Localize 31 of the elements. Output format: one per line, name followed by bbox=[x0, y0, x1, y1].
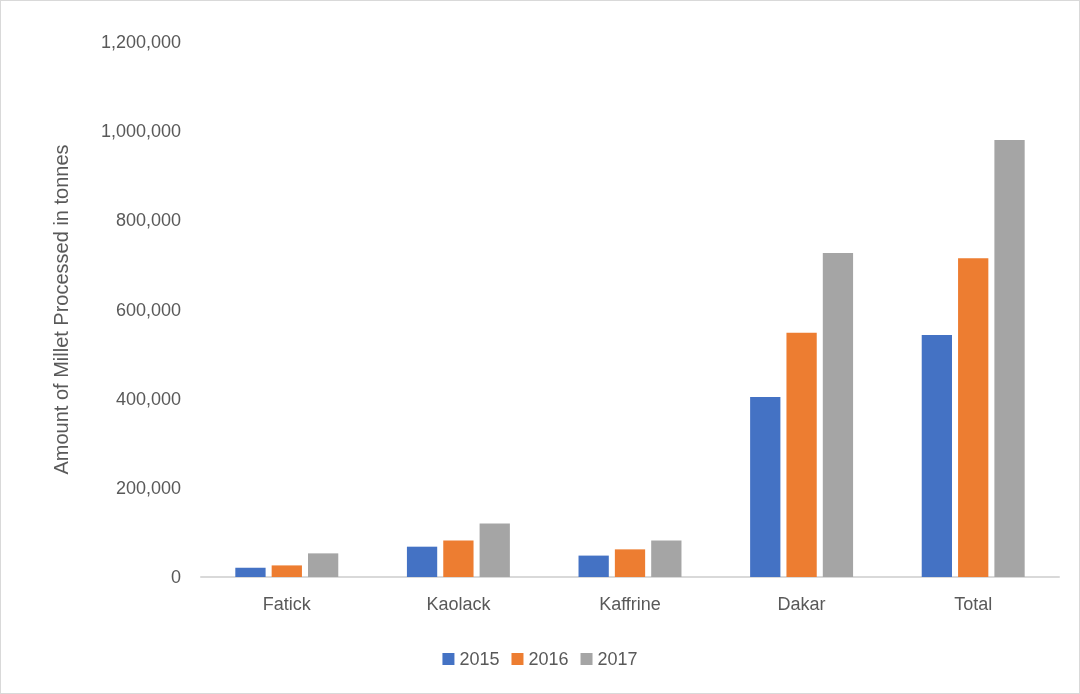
bar bbox=[479, 523, 510, 577]
y-tick-label: 0 bbox=[170, 567, 181, 587]
legend-label: 2017 bbox=[597, 649, 638, 669]
y-tick-label: 1,000,000 bbox=[100, 121, 181, 142]
y-tick-label: 600,000 bbox=[115, 299, 181, 320]
legend-label: 2016 bbox=[528, 649, 569, 669]
bar bbox=[921, 334, 952, 577]
y-tick-label: 400,000 bbox=[115, 388, 181, 409]
x-tick-label: Kaolack bbox=[426, 594, 492, 614]
bar bbox=[994, 140, 1025, 577]
bar bbox=[958, 258, 989, 577]
y-tick-label: 200,000 bbox=[115, 477, 181, 498]
bar bbox=[786, 332, 817, 577]
bar bbox=[822, 252, 854, 577]
y-tick-label: 800,000 bbox=[115, 210, 181, 231]
y-tick-label: 1,200,000 bbox=[100, 32, 181, 52]
bar bbox=[235, 567, 266, 577]
bar bbox=[578, 555, 609, 577]
x-tick-label: Total bbox=[954, 594, 993, 614]
bar bbox=[614, 549, 646, 577]
x-tick-label: Fatick bbox=[262, 594, 312, 614]
legend-label: 2015 bbox=[459, 649, 500, 669]
bar bbox=[750, 396, 781, 577]
bar bbox=[651, 540, 682, 577]
bar bbox=[271, 565, 302, 577]
x-tick-label: Dakar bbox=[777, 594, 826, 614]
x-tick-label: Kaffrine bbox=[599, 594, 661, 614]
y-axis-title: Amount of Millet Processed in tonnes bbox=[50, 144, 72, 475]
bar bbox=[308, 553, 339, 577]
bar bbox=[443, 540, 474, 577]
bar bbox=[406, 546, 438, 577]
